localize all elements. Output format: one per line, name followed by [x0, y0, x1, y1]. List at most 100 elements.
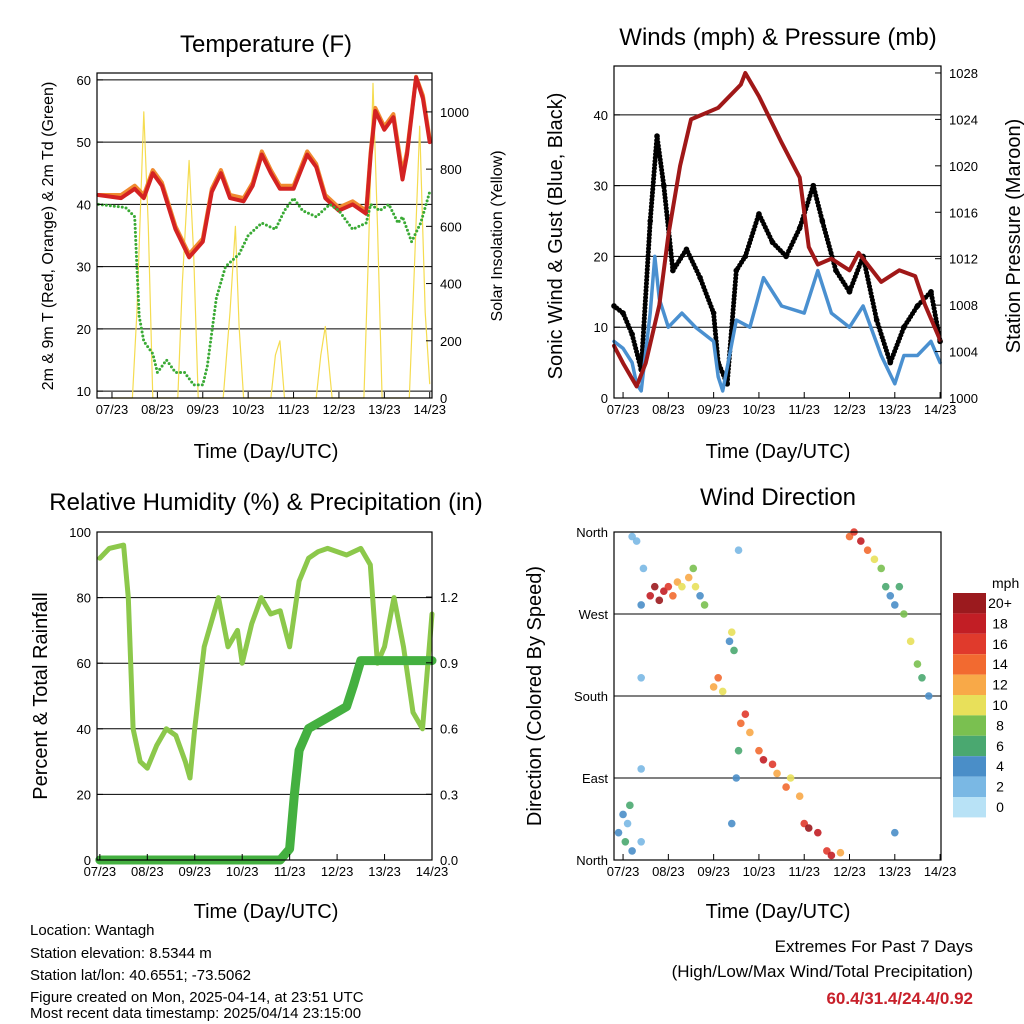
x-tick-label: 07/23 — [607, 402, 640, 417]
y2-tick-label: 1004 — [949, 345, 978, 360]
y2-tick-label: 1012 — [949, 252, 978, 267]
direction-point — [626, 801, 634, 810]
direction-point — [718, 687, 727, 696]
x-tick-label: 07/23 — [84, 864, 117, 879]
y-tick-label: 40 — [77, 722, 91, 737]
legend-swatch — [953, 674, 986, 695]
direction-point — [637, 765, 645, 773]
x-tick-label: 07/23 — [96, 402, 129, 417]
direction-point — [924, 692, 933, 700]
gust-point — [810, 182, 817, 189]
humidity-title: Relative Humidity (%) & Precipitation (i… — [49, 489, 482, 516]
gust-point — [670, 267, 676, 274]
y-tick-label: East — [582, 771, 608, 786]
y-tick-label: 40 — [594, 108, 608, 123]
direction-point — [857, 537, 865, 545]
direction-point — [696, 591, 704, 600]
gust-point — [769, 239, 776, 246]
direction-point — [814, 828, 822, 837]
direction-point — [632, 537, 641, 545]
direction-point — [664, 582, 673, 591]
y2-tick-label: 1020 — [949, 159, 978, 174]
gust-point — [928, 289, 934, 295]
pressure-ylabel: Station Pressure (Maroon) — [1003, 119, 1024, 354]
wind-direction-title: Wind Direction — [700, 484, 856, 511]
legend-swatch — [953, 715, 986, 736]
x-tick-label: 13/23 — [368, 864, 401, 879]
legend-swatch — [953, 613, 986, 634]
y-tick-label: 0 — [601, 391, 608, 406]
legend-label: 10 — [992, 697, 1008, 713]
extremes-values: 60.4/31.4/24.4/0.92 — [826, 989, 973, 1008]
y-tick-label: North — [576, 525, 608, 540]
direction-point — [759, 755, 768, 764]
direction-point — [621, 837, 630, 846]
y2-tick-label: 600 — [440, 219, 462, 234]
y-tick-label: 100 — [69, 525, 91, 540]
gust-point — [742, 253, 749, 260]
gust-point — [833, 267, 839, 274]
gust-point — [901, 324, 907, 331]
direction-point — [619, 810, 627, 819]
direction-point — [746, 728, 754, 737]
x-tick-label: 07/23 — [607, 864, 640, 879]
extremes-subtitle: (High/Low/Max Wind/Total Precipitation) — [672, 962, 973, 981]
legend-label: 14 — [992, 656, 1008, 672]
direction-point — [691, 582, 700, 591]
x-tick-label: 13/23 — [879, 864, 912, 879]
y2-tick-label: 0.9 — [440, 656, 458, 671]
legend-label: 8 — [996, 717, 1004, 733]
y-tick-label: 40 — [77, 197, 91, 212]
x-tick-label: 08/23 — [652, 864, 685, 879]
direction-point — [730, 646, 738, 655]
humidity-ylabel: Percent & Total Rainfall — [30, 592, 52, 800]
direction-point — [863, 546, 872, 555]
winds-title: Winds (mph) & Pressure (mb) — [619, 24, 936, 51]
x-tick-label: 10/23 — [743, 864, 776, 879]
direction-point — [786, 774, 795, 782]
2m-t-series — [96, 75, 432, 260]
direction-point — [741, 710, 750, 719]
legend-label: 4 — [996, 758, 1004, 774]
direction-point — [650, 582, 659, 591]
x-tick-label: 14/23 — [413, 402, 446, 417]
direction-point — [891, 601, 899, 609]
direction-point — [913, 660, 922, 668]
latlon-text: Station lat/lon: 40.6551; -73.5062 — [30, 967, 251, 984]
direction-point — [886, 591, 895, 600]
direction-point — [737, 719, 745, 728]
y2-tick-label: 1016 — [949, 205, 978, 220]
y2-tick-label: 1028 — [949, 66, 978, 81]
gust-point — [620, 310, 626, 316]
total-precipitation-series — [95, 656, 437, 865]
direction-point — [895, 582, 904, 591]
temperature-panel: Temperature (F) Time (Day/UTC) 2m & 9m T… — [40, 31, 506, 463]
temperature-ylabel: 2m & 9m T (Red, Orange) & 2m Td (Green) — [40, 82, 57, 391]
gust-point — [783, 253, 789, 260]
location-text: Location: Wantagh — [30, 922, 155, 939]
direction-point — [900, 610, 908, 618]
gust-point — [647, 218, 654, 224]
direction-point — [877, 564, 886, 573]
direction-point — [628, 847, 636, 855]
direction-point — [836, 848, 845, 857]
direction-point — [689, 564, 698, 573]
direction-point — [655, 596, 664, 605]
sustained-series — [612, 254, 942, 393]
x-tick-label: 10/23 — [232, 402, 265, 417]
legend-swatch — [953, 695, 986, 716]
winds-plot-area — [611, 71, 943, 393]
y2-tick-label: 0.3 — [440, 787, 458, 802]
y2-tick-label: 800 — [440, 162, 462, 177]
direction-point — [906, 637, 915, 646]
y-tick-label: 30 — [77, 260, 91, 275]
footer: Location: Wantagh Station elevation: 8.5… — [30, 922, 973, 1022]
x-tick-label: 13/23 — [368, 402, 401, 417]
legend-label: 16 — [992, 636, 1008, 652]
direction-point — [637, 837, 645, 846]
y-tick-label: South — [574, 689, 608, 704]
x-tick-label: 11/23 — [278, 402, 310, 417]
x-tick-label: 14/23 — [416, 864, 449, 879]
pressure-series — [612, 71, 943, 389]
